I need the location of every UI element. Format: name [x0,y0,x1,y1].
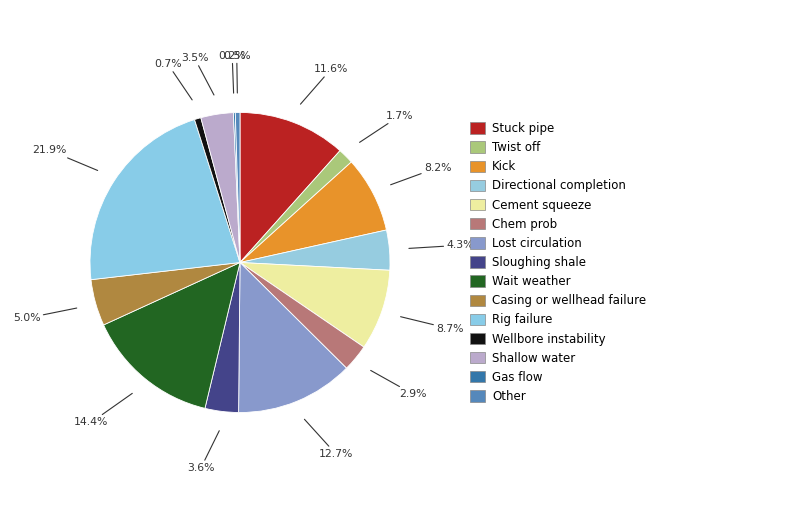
Wedge shape [234,112,240,262]
Wedge shape [90,120,240,280]
Wedge shape [240,162,386,262]
Text: 1.7%: 1.7% [359,111,414,142]
Text: 21.9%: 21.9% [32,145,98,171]
Wedge shape [104,262,240,408]
Text: 3.5%: 3.5% [181,53,214,95]
Wedge shape [194,118,240,262]
Text: 5.0%: 5.0% [13,308,77,323]
Wedge shape [91,262,240,325]
Legend: Stuck pipe, Twist off, Kick, Directional completion, Cement squeeze, Chem prob, : Stuck pipe, Twist off, Kick, Directional… [470,122,646,403]
Wedge shape [240,262,390,347]
Text: 12.7%: 12.7% [305,419,353,459]
Text: 11.6%: 11.6% [301,64,348,104]
Wedge shape [235,112,240,262]
Text: 0.7%: 0.7% [154,59,192,100]
Text: 8.7%: 8.7% [401,317,464,334]
Text: 14.4%: 14.4% [74,393,132,427]
Text: 4.3%: 4.3% [409,240,474,250]
Text: 0.5%: 0.5% [223,50,250,93]
Text: 3.6%: 3.6% [187,430,219,473]
Text: 2.9%: 2.9% [370,371,427,400]
Wedge shape [240,230,390,270]
Wedge shape [240,151,351,262]
Wedge shape [240,262,364,368]
Wedge shape [201,113,240,262]
Wedge shape [238,262,346,413]
Text: 8.2%: 8.2% [390,163,451,185]
Text: 0.2%: 0.2% [218,50,246,93]
Wedge shape [240,112,340,262]
Wedge shape [205,262,240,413]
